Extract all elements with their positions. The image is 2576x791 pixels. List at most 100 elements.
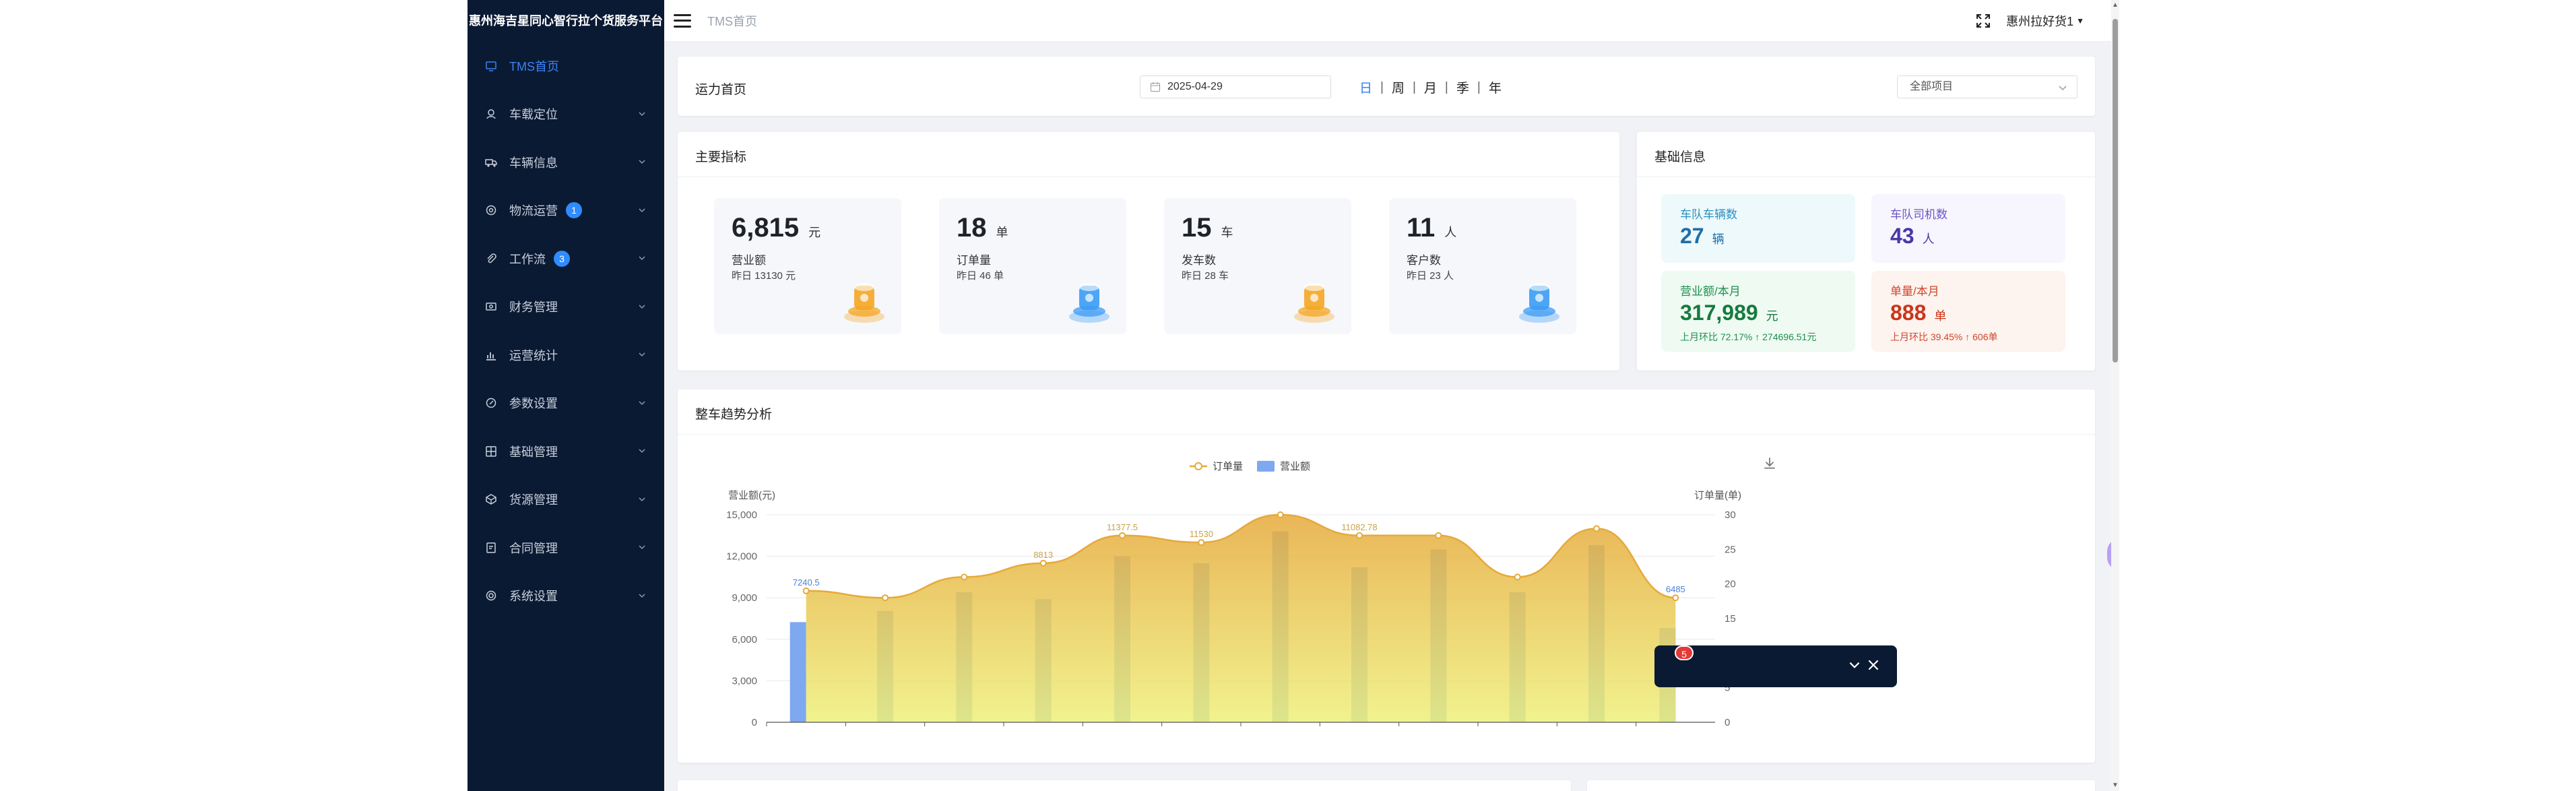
legend-label[interactable]: 订单量 — [1213, 461, 1243, 472]
project-select[interactable]: 全部项目 — [1897, 75, 2078, 98]
download-icon[interactable] — [1762, 455, 1777, 470]
page-title: 运力首页 — [695, 83, 747, 97]
scroll-up-icon[interactable]: ▲ — [2112, 1, 2119, 9]
basic-info-unit: 辆 — [1712, 232, 1725, 246]
y2-tick-label: 30 — [1725, 509, 1736, 521]
bottom-card-right — [1587, 780, 2095, 791]
kpi-number: 18 — [957, 213, 987, 243]
period-tab[interactable]: 月 — [1423, 82, 1437, 96]
caret-down-icon[interactable]: ▼ — [2076, 16, 2084, 26]
project-select-value: 全部项目 — [1910, 81, 1954, 92]
legend-bar-swatch — [1257, 461, 1275, 472]
basic-info-unit: 元 — [1766, 309, 1778, 323]
y-tick-label: 9,000 — [732, 592, 757, 604]
top-right-area: 惠州拉好货1 ▼ — [1975, 0, 2084, 42]
kpi-card: 6,815 元营业额 昨日 13130 元 — [714, 198, 901, 334]
order-point — [1672, 594, 1679, 602]
user-menu[interactable]: 惠州拉好货1 — [2006, 15, 2074, 28]
sidebar-item[interactable]: TMS首页 — [468, 42, 664, 90]
chevron-down-icon — [639, 545, 645, 550]
floating-panel[interactable]: 5 — [1654, 645, 1897, 687]
kpi-unit: 元 — [808, 226, 821, 239]
basic-info-number: 888 — [1890, 300, 1927, 325]
order-point — [1514, 573, 1521, 581]
order-point — [882, 594, 889, 602]
kpi-unit: 人 — [1444, 226, 1457, 239]
main-indicators-title: 主要指标 — [695, 150, 747, 164]
y-tick-label: 6,000 — [732, 634, 757, 645]
kpi-3d-icon — [844, 283, 884, 323]
y2-tick-label: 20 — [1725, 579, 1736, 590]
kpi-card: 15 车发车数 昨日 28 车 — [1164, 198, 1351, 334]
sidebar-item[interactable]: 车辆信息 — [468, 138, 664, 187]
sidebar-item-label: 参数设置 — [509, 397, 558, 411]
bar-chart-icon — [485, 349, 497, 361]
period-tab[interactable]: 季 — [1456, 82, 1469, 96]
contract-icon — [485, 542, 497, 554]
fullscreen-icon[interactable] — [1975, 13, 1991, 29]
hamburger-icon[interactable] — [674, 13, 691, 28]
divider — [678, 434, 2095, 435]
kpi-3d-icon — [1069, 283, 1109, 323]
sidebar-item[interactable]: 财务管理 — [468, 283, 664, 331]
sidebar-item[interactable]: 参数设置 — [468, 379, 664, 428]
sidebar-item[interactable]: 合同管理 — [468, 524, 664, 572]
basic-info-title: 基础信息 — [1654, 150, 1706, 164]
grid-icon — [485, 445, 497, 457]
sidebar-item[interactable]: 基础管理 — [468, 427, 664, 476]
legend-point-swatch — [1194, 462, 1202, 470]
chevron-down-icon — [639, 593, 645, 598]
location-icon — [485, 108, 497, 120]
page-scrollbar[interactable]: ▲ ▼ — [2111, 0, 2119, 791]
breadcrumb[interactable]: TMS首页 — [707, 14, 757, 28]
edit-icon — [485, 397, 497, 409]
y-tick-label: 12,000 — [726, 551, 757, 563]
date-picker[interactable]: 2025-04-29 — [1140, 75, 1331, 98]
main-indicators-card: 主要指标 6,815 元营业额 昨日 13130 元 18 单订单量 昨日 46 单 15 车… — [678, 132, 1619, 371]
scrollbar-thumb[interactable] — [2113, 19, 2118, 362]
sidebar-item[interactable]: 系统设置 — [468, 572, 664, 621]
data-label: 6485 — [1666, 584, 1685, 594]
kpi-value: 11 人 — [1407, 213, 1456, 243]
period-separator: | — [1477, 80, 1481, 94]
sidebar-item-label: 运营统计 — [509, 348, 558, 362]
data-label: 11530 — [1190, 529, 1213, 539]
sidebar-item[interactable]: 工作流 3 — [468, 234, 664, 283]
data-label: 8813 — [1033, 550, 1053, 560]
period-tab[interactable]: 日 — [1359, 82, 1373, 96]
y2-axis-label: 订单量(单) — [1694, 490, 1741, 501]
chevron-down-icon — [2059, 86, 2067, 91]
period-tab[interactable]: 周 — [1391, 82, 1405, 96]
sidebar-item-label: 财务管理 — [509, 300, 558, 315]
close-icon[interactable] — [1866, 658, 1881, 672]
period-separator: | — [1412, 80, 1416, 94]
basic-info-sub: 上月环比 39.45% ↑ 606单 — [1890, 331, 1998, 342]
sidebar-item-label: 物流运营 — [509, 204, 558, 218]
sidebar-item[interactable]: 货源管理 — [468, 476, 664, 524]
basic-info-value: 888 单 — [1890, 300, 1946, 325]
order-point — [1198, 539, 1205, 546]
sidebar-item[interactable]: 运营统计 — [468, 331, 664, 379]
scroll-down-icon[interactable]: ▼ — [2112, 782, 2119, 789]
sidebar-menu: TMS首页车载定位车辆信息 物流运营 1 工作流 3 财务管理运营统计参数设置基础管理 货源… — [468, 42, 664, 620]
sidebar-item-label: 车载定位 — [509, 108, 558, 122]
legend-label[interactable]: 营业额 — [1280, 461, 1310, 472]
chevron-down-icon — [639, 400, 645, 405]
kpi-name: 营业额 — [732, 254, 766, 267]
basic-info-sub: 上月环比 72.17% ↑ 274696.51元 — [1680, 331, 1817, 342]
data-label: 11082.78 — [1341, 522, 1377, 532]
basic-info-label: 单量/本月 — [1890, 285, 1939, 298]
data-label: 11377.5 — [1107, 522, 1138, 532]
chevron-down-icon[interactable] — [1847, 658, 1862, 672]
sidebar-item[interactable]: 物流运营 1 — [468, 187, 664, 235]
settings-icon — [485, 204, 497, 216]
chevron-down-icon — [639, 111, 645, 116]
order-point — [1119, 532, 1126, 539]
period-tab[interactable]: 年 — [1488, 82, 1502, 96]
sidebar-item[interactable]: 车载定位 — [468, 90, 664, 139]
kpi-value: 18 单 — [957, 213, 1008, 243]
order-point — [1039, 559, 1047, 567]
period-separator: | — [1444, 80, 1448, 94]
basic-info-label: 车队司机数 — [1890, 208, 1947, 221]
basic-info-value: 27 辆 — [1680, 224, 1725, 249]
